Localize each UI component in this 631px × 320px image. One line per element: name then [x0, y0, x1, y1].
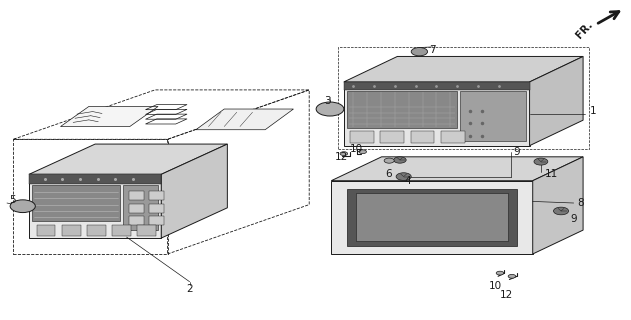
Text: 9: 9 [570, 214, 577, 224]
Polygon shape [129, 216, 144, 225]
Polygon shape [357, 194, 507, 241]
Circle shape [496, 271, 504, 275]
Polygon shape [344, 56, 583, 82]
Polygon shape [149, 216, 165, 225]
Circle shape [534, 158, 548, 165]
Polygon shape [350, 131, 374, 143]
Circle shape [316, 102, 344, 116]
Polygon shape [129, 204, 144, 212]
Polygon shape [87, 225, 106, 236]
Circle shape [508, 274, 516, 278]
Polygon shape [533, 157, 583, 254]
Text: 2: 2 [186, 284, 193, 294]
Polygon shape [441, 131, 464, 143]
Polygon shape [344, 82, 529, 90]
Polygon shape [331, 157, 583, 181]
Text: 7: 7 [430, 45, 436, 55]
Polygon shape [29, 174, 162, 238]
Polygon shape [529, 56, 583, 146]
Circle shape [340, 152, 348, 156]
Polygon shape [29, 174, 162, 184]
Polygon shape [29, 144, 227, 174]
Polygon shape [61, 107, 158, 126]
Circle shape [553, 207, 569, 215]
Text: 12: 12 [500, 291, 513, 300]
Polygon shape [32, 186, 121, 220]
Text: FR.: FR. [574, 19, 594, 40]
Text: 8: 8 [577, 198, 584, 208]
Polygon shape [62, 225, 81, 236]
Text: 5: 5 [9, 195, 16, 205]
Circle shape [396, 173, 411, 180]
Polygon shape [129, 191, 144, 200]
Circle shape [359, 150, 367, 154]
Text: 11: 11 [545, 169, 558, 179]
Polygon shape [331, 181, 533, 254]
Circle shape [411, 48, 428, 56]
Polygon shape [380, 131, 404, 143]
Polygon shape [460, 92, 526, 141]
Circle shape [384, 158, 394, 163]
Polygon shape [124, 186, 158, 230]
Polygon shape [112, 225, 131, 236]
Polygon shape [347, 92, 457, 128]
Polygon shape [344, 82, 529, 146]
Polygon shape [138, 225, 156, 236]
Circle shape [394, 157, 406, 163]
Text: 6: 6 [386, 169, 392, 179]
Polygon shape [411, 131, 435, 143]
Polygon shape [347, 189, 517, 246]
Text: 12: 12 [335, 152, 348, 162]
Circle shape [10, 200, 35, 212]
Polygon shape [196, 109, 293, 130]
Text: 10: 10 [350, 144, 363, 154]
Text: 3: 3 [324, 96, 330, 106]
Polygon shape [37, 225, 56, 236]
Polygon shape [149, 191, 165, 200]
Text: 4: 4 [404, 176, 411, 186]
Text: 9: 9 [514, 147, 521, 157]
Polygon shape [162, 144, 227, 238]
Text: 10: 10 [488, 281, 502, 291]
Polygon shape [149, 204, 165, 212]
Text: 1: 1 [589, 106, 596, 116]
